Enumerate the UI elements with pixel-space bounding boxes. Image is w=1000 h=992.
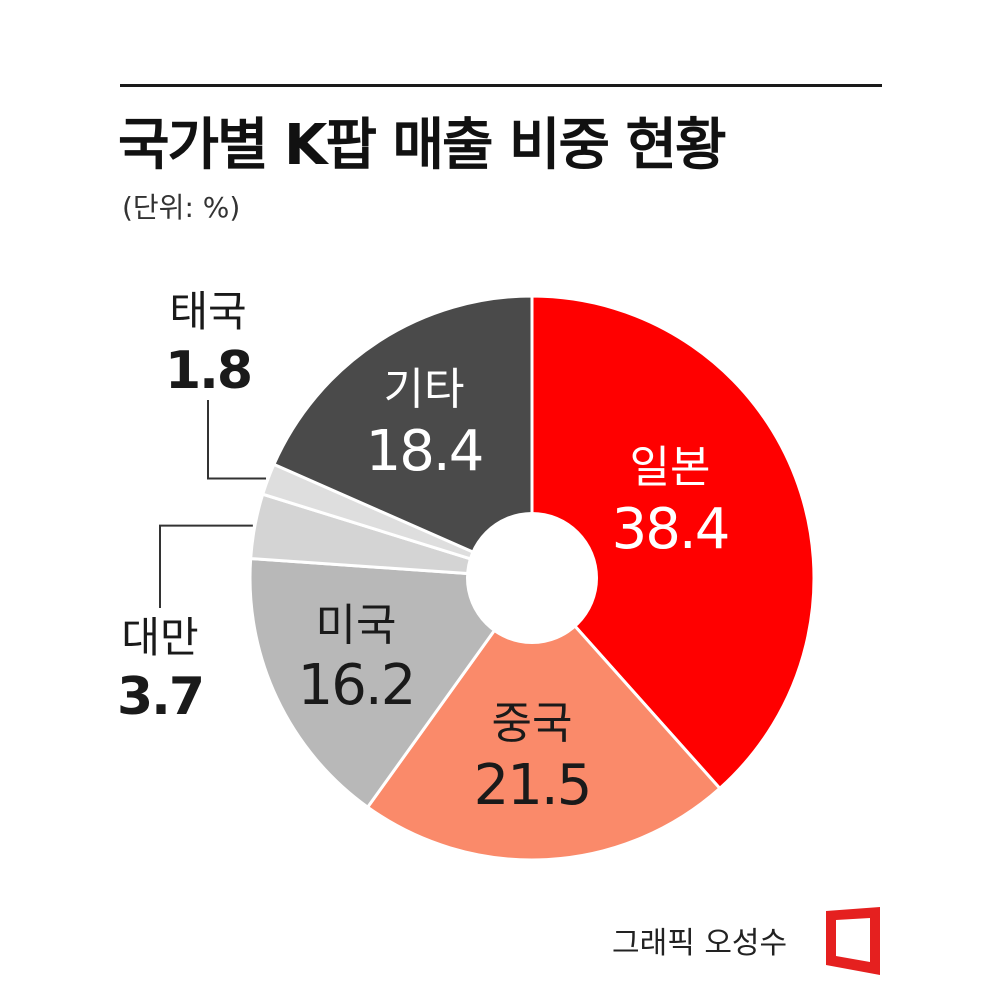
slice-japan <box>530 294 816 791</box>
label-taiwan-value: 3.7 <box>117 667 203 727</box>
graphic-credit: 그래픽 오성수 <box>612 926 788 961</box>
top-rule <box>120 84 882 87</box>
label-other-name: 기타 <box>384 364 465 415</box>
label-thailand-value: 1.8 <box>165 341 251 401</box>
donut-hole <box>466 512 598 644</box>
label-usa-value: 16.2 <box>298 653 415 718</box>
label-china-value: 21.5 <box>474 753 591 818</box>
label-japan-name: 일본 <box>630 442 711 493</box>
leader-lines <box>159 400 267 608</box>
label-japan-value: 38.4 <box>612 497 729 562</box>
leader-line-taiwan <box>159 524 253 608</box>
slice-china <box>365 575 722 862</box>
label-other-value: 18.4 <box>366 419 483 484</box>
label-china-name: 중국 <box>492 698 573 749</box>
slice-other <box>271 294 534 581</box>
label-thailand-name: 태국 <box>169 287 246 336</box>
label-taiwan-name: 대만 <box>121 613 198 662</box>
unit-label: (단위: %) <box>122 191 241 224</box>
slice-usa <box>248 556 535 810</box>
leader-line-thailand <box>207 400 267 480</box>
logo-icon <box>826 907 880 975</box>
chart-slices <box>248 294 816 862</box>
page-title: 국가별 K팝 매출 비중 현황 <box>118 113 727 178</box>
label-usa-name: 미국 <box>316 600 397 651</box>
